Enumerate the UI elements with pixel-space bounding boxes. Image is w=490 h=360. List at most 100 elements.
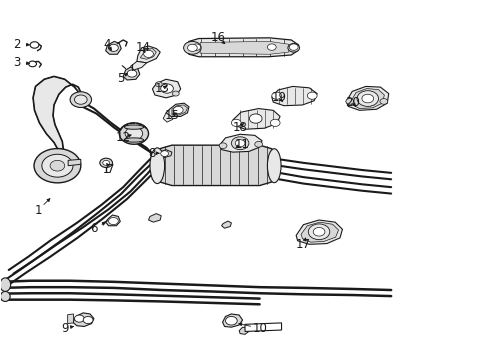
Text: 9: 9 xyxy=(61,322,69,335)
Polygon shape xyxy=(239,327,249,334)
Ellipse shape xyxy=(150,148,165,184)
Text: 4: 4 xyxy=(104,38,111,51)
Text: 19: 19 xyxy=(271,91,287,104)
Circle shape xyxy=(50,160,65,171)
Circle shape xyxy=(119,123,148,144)
Circle shape xyxy=(103,160,110,165)
Text: 17: 17 xyxy=(296,238,311,251)
Polygon shape xyxy=(221,221,231,228)
Polygon shape xyxy=(106,41,121,54)
Circle shape xyxy=(313,228,325,236)
Polygon shape xyxy=(296,220,343,244)
Polygon shape xyxy=(220,134,262,152)
Polygon shape xyxy=(200,41,289,54)
Circle shape xyxy=(362,94,374,103)
Circle shape xyxy=(289,44,298,50)
Text: 16: 16 xyxy=(211,31,226,44)
Polygon shape xyxy=(68,159,81,166)
Circle shape xyxy=(172,91,179,96)
Circle shape xyxy=(231,119,241,126)
Polygon shape xyxy=(222,314,243,327)
Polygon shape xyxy=(140,49,156,59)
Text: 1: 1 xyxy=(34,204,42,217)
Ellipse shape xyxy=(0,278,11,292)
Circle shape xyxy=(184,41,201,54)
Circle shape xyxy=(225,316,237,325)
Text: 12: 12 xyxy=(116,131,131,144)
Circle shape xyxy=(29,61,36,67)
Circle shape xyxy=(144,50,153,58)
Polygon shape xyxy=(272,86,317,106)
Polygon shape xyxy=(156,150,172,158)
Circle shape xyxy=(235,140,245,147)
Polygon shape xyxy=(186,38,298,57)
Polygon shape xyxy=(106,215,120,226)
Polygon shape xyxy=(346,86,389,111)
Polygon shape xyxy=(137,46,160,63)
Polygon shape xyxy=(74,313,94,327)
Text: 8: 8 xyxy=(149,147,156,160)
Polygon shape xyxy=(172,105,188,115)
Circle shape xyxy=(357,91,378,107)
Circle shape xyxy=(127,70,137,77)
Circle shape xyxy=(70,92,92,108)
Circle shape xyxy=(161,84,173,93)
Polygon shape xyxy=(233,109,280,129)
Circle shape xyxy=(288,44,299,52)
Text: 14: 14 xyxy=(135,41,150,54)
Circle shape xyxy=(231,137,249,150)
Polygon shape xyxy=(148,213,161,222)
Polygon shape xyxy=(33,76,81,149)
Circle shape xyxy=(34,149,81,183)
Polygon shape xyxy=(123,66,140,80)
Circle shape xyxy=(308,224,330,240)
Ellipse shape xyxy=(268,149,281,183)
Circle shape xyxy=(161,151,169,157)
Circle shape xyxy=(307,92,317,99)
Circle shape xyxy=(125,127,143,140)
Text: 15: 15 xyxy=(165,109,179,122)
Text: 5: 5 xyxy=(117,72,124,85)
Ellipse shape xyxy=(124,125,144,129)
Circle shape xyxy=(30,42,39,48)
Circle shape xyxy=(380,99,388,104)
Text: 18: 18 xyxy=(233,121,247,134)
Text: 3: 3 xyxy=(13,55,21,69)
Circle shape xyxy=(109,44,118,51)
Polygon shape xyxy=(245,323,282,332)
Polygon shape xyxy=(68,314,74,324)
Circle shape xyxy=(109,217,118,225)
Text: 20: 20 xyxy=(345,96,360,109)
Polygon shape xyxy=(152,145,279,185)
Polygon shape xyxy=(130,62,147,70)
Circle shape xyxy=(270,119,280,126)
Circle shape xyxy=(74,315,84,322)
Circle shape xyxy=(272,92,282,99)
Circle shape xyxy=(249,114,262,123)
Text: 10: 10 xyxy=(252,322,267,335)
Text: 6: 6 xyxy=(90,222,98,235)
Circle shape xyxy=(42,154,73,177)
Circle shape xyxy=(83,316,93,324)
Polygon shape xyxy=(163,113,173,122)
Polygon shape xyxy=(152,79,181,98)
Circle shape xyxy=(192,44,201,50)
Circle shape xyxy=(155,82,162,87)
Text: 13: 13 xyxy=(155,82,170,95)
Circle shape xyxy=(268,44,276,50)
Polygon shape xyxy=(166,103,189,116)
Ellipse shape xyxy=(124,138,144,142)
Circle shape xyxy=(173,107,183,113)
Circle shape xyxy=(255,141,263,147)
Polygon shape xyxy=(301,222,339,242)
Circle shape xyxy=(346,99,354,104)
Ellipse shape xyxy=(0,292,10,301)
Text: 11: 11 xyxy=(235,138,250,151)
Circle shape xyxy=(219,143,227,149)
Circle shape xyxy=(100,158,113,167)
Text: 2: 2 xyxy=(13,38,21,51)
Text: 7: 7 xyxy=(107,163,115,176)
Circle shape xyxy=(74,95,87,104)
Polygon shape xyxy=(351,89,384,109)
Circle shape xyxy=(188,44,197,51)
